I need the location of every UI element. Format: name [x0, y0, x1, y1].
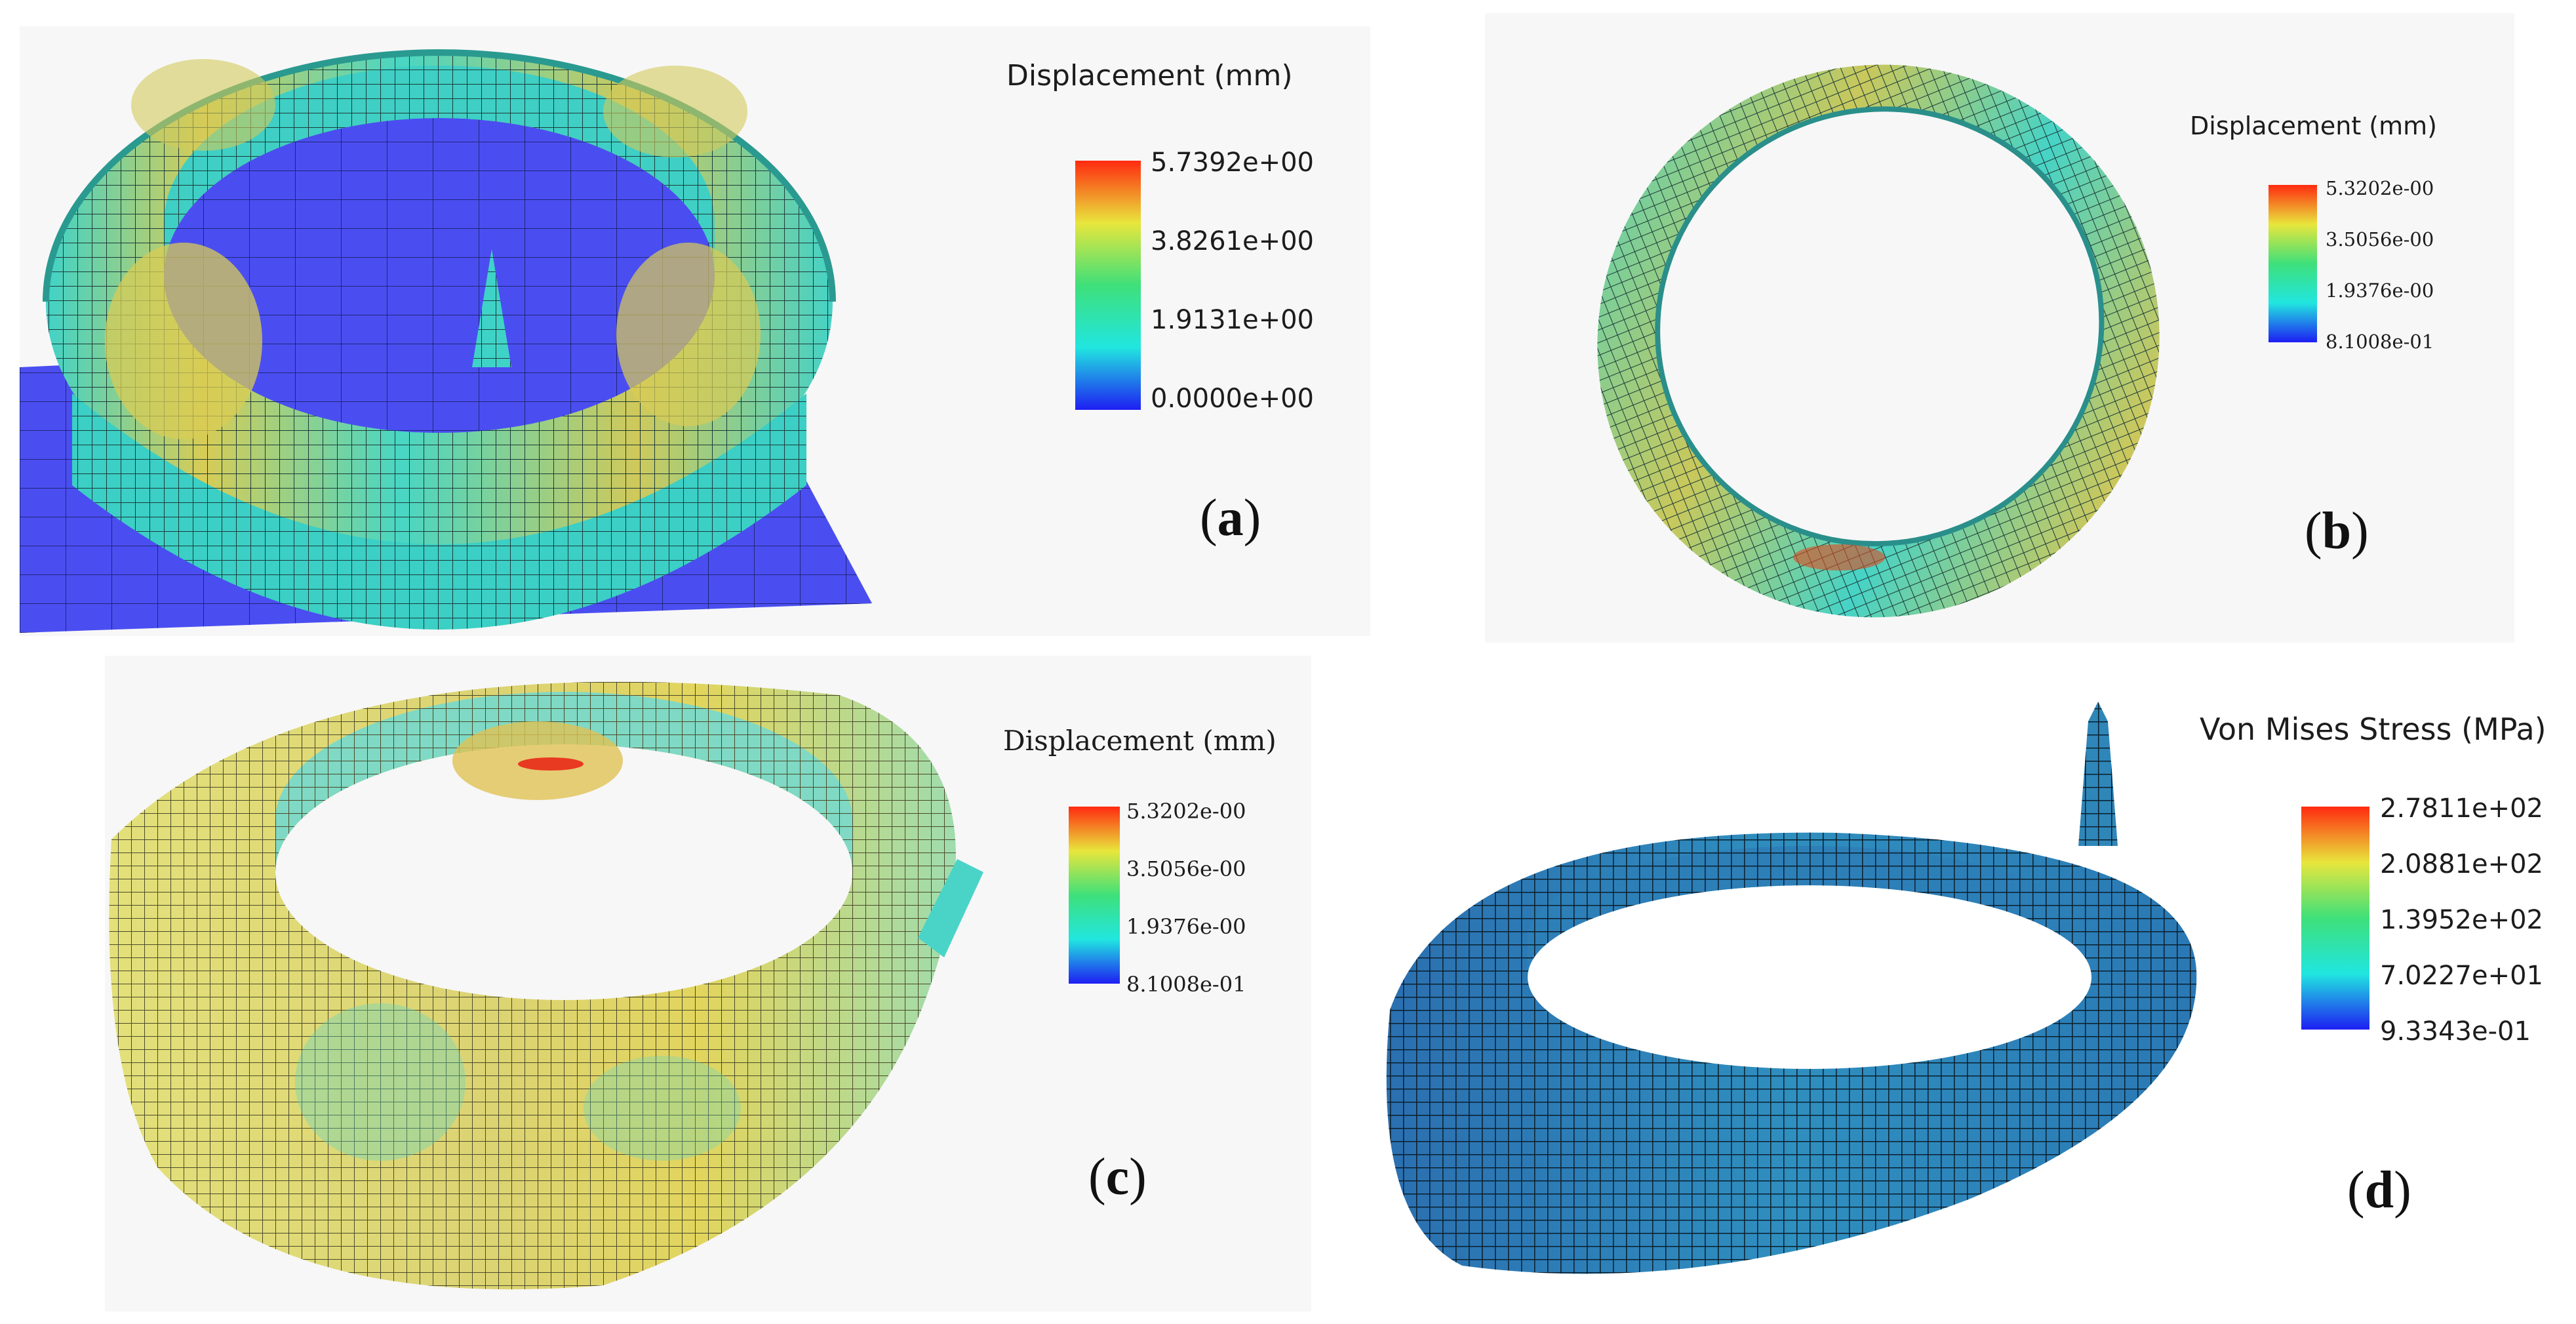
panel-label-a: (a) [1200, 489, 1261, 547]
tick-c-1: 3.5056e-00 [1126, 856, 1246, 881]
tick-d-1: 2.0881e+02 [2380, 849, 2543, 879]
tick-b-3: 8.1008e-01 [2326, 331, 2434, 353]
colorbar-a [1075, 161, 1141, 410]
tick-b-2: 1.9376e-00 [2326, 279, 2434, 302]
tick-d-2: 1.3952e+02 [2380, 905, 2543, 935]
legend-title-d: Von Mises Stress (MPa) [2200, 712, 2546, 747]
tick-c-2: 1.9376e-00 [1126, 914, 1246, 939]
colorbar-d [2301, 807, 2369, 1030]
panel-a: Displacement (mm) 5.7392e+00 3.8261e+00 … [20, 26, 1370, 636]
mesh-render-c [109, 681, 983, 1290]
tick-c-3: 8.1008e-01 [1126, 972, 1246, 997]
mesh-render-b [1597, 64, 2160, 618]
tick-b-1: 3.5056e-00 [2326, 228, 2434, 251]
tick-c-0: 5.3202e-00 [1126, 799, 1246, 824]
panel-label-c: (c) [1088, 1148, 1147, 1206]
panel-b: Displacement (mm) 5.3202e-00 3.5056e-00 … [1485, 13, 2514, 643]
tick-a-2: 1.9131e+00 [1151, 305, 1314, 335]
mesh-render-a [20, 49, 872, 633]
tick-a-1: 3.8261e+00 [1151, 226, 1314, 256]
panel-label-b: (b) [2305, 502, 2369, 560]
panel-d: Von Mises Stress (MPa) 2.7811e+02 2.0881… [1377, 695, 2576, 1324]
colorbar-b [2269, 185, 2317, 342]
tick-a-3: 0.0000e+00 [1151, 384, 1314, 414]
tick-d-0: 2.7811e+02 [2380, 793, 2543, 824]
panel-label-d: (d) [2347, 1161, 2411, 1219]
legend-title-c: Displacement (mm) [1003, 725, 1277, 757]
tick-d-4: 9.3343e-01 [2380, 1016, 2531, 1047]
tick-a-0: 5.7392e+00 [1151, 148, 1314, 178]
tick-b-0: 5.3202e-00 [2326, 177, 2434, 199]
tick-d-3: 7.0227e+01 [2380, 961, 2543, 991]
colorbar-c [1069, 807, 1120, 984]
panel-c: Displacement (mm) 5.3202e-00 3.5056e-00 … [105, 656, 1311, 1312]
legend-title-b: Displacement (mm) [2190, 111, 2437, 140]
legend-title-a: Displacement (mm) [1006, 59, 1293, 92]
mesh-render-d [1386, 702, 2197, 1274]
